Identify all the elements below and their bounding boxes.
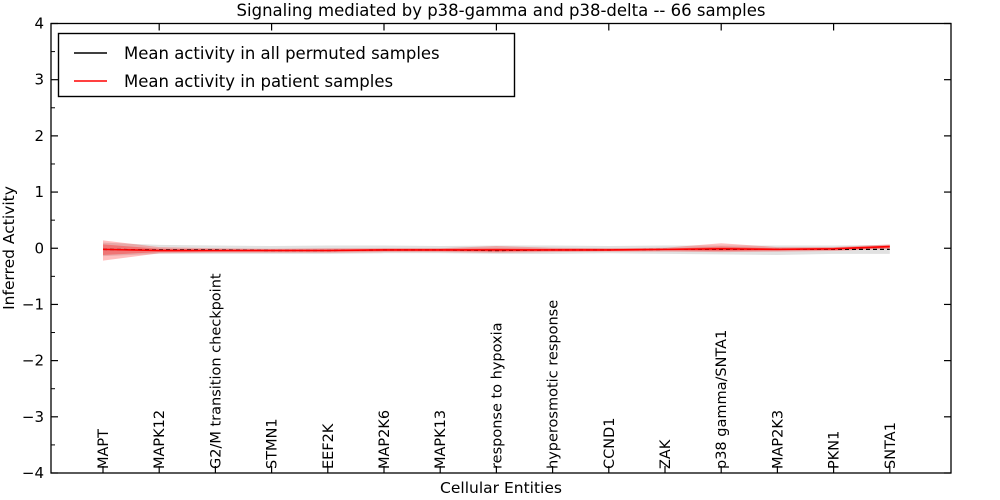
x-tick-label: CCND1 xyxy=(602,418,618,470)
x-tick-label: MAP2K3 xyxy=(770,410,786,469)
y-tick-label: 4 xyxy=(34,15,44,33)
x-tick-label: hyperosmotic response xyxy=(546,300,562,469)
legend-entry-label: Mean activity in all permuted samples xyxy=(124,44,440,63)
x-tick-label: G2/M transition checkpoint xyxy=(208,273,224,469)
legend-entry-label: Mean activity in patient samples xyxy=(124,72,393,91)
y-tick-label: −1 xyxy=(22,295,44,313)
x-tick-label: SNTA1 xyxy=(883,422,899,469)
x-tick-label: MAPT xyxy=(96,429,112,469)
x-tick-label: STMN1 xyxy=(265,418,281,469)
chart-title: Signaling mediated by p38-gamma and p38-… xyxy=(237,1,766,20)
y-tick-label: −3 xyxy=(22,408,44,426)
plot-area: 4 3 2 1 0 −1 −2 −3 −4 MAPT MAPK12 G2/M transition c… xyxy=(22,15,952,482)
y-tick-label: 0 xyxy=(34,239,44,257)
y-tick-label: −2 xyxy=(22,352,44,370)
x-tick-label: MAPK12 xyxy=(152,410,168,469)
legend-box xyxy=(57,32,516,98)
patient-mean-line xyxy=(102,245,890,252)
x-tick-label: response to hypoxia xyxy=(489,322,505,469)
y-tick-label: 1 xyxy=(34,183,44,201)
x-tick-label: MAPK13 xyxy=(433,410,449,469)
x-tick-label: PKN1 xyxy=(827,431,843,469)
y-tick-label: −4 xyxy=(22,464,44,482)
x-tick-label: MAP2K6 xyxy=(377,410,393,469)
legend: Mean activity in all permuted samples Mea… xyxy=(57,32,516,98)
x-tick-label: ZAK xyxy=(658,439,674,469)
x-axis-label: Cellular Entities xyxy=(440,479,562,497)
y-tick-label: 2 xyxy=(34,127,44,145)
y-tick-label: 3 xyxy=(34,71,44,89)
x-tick-label: p38 gamma/SNTA1 xyxy=(714,330,730,469)
x-tick-label: EEF2K xyxy=(321,423,337,469)
y-axis-label: Inferred Activity xyxy=(0,186,18,310)
